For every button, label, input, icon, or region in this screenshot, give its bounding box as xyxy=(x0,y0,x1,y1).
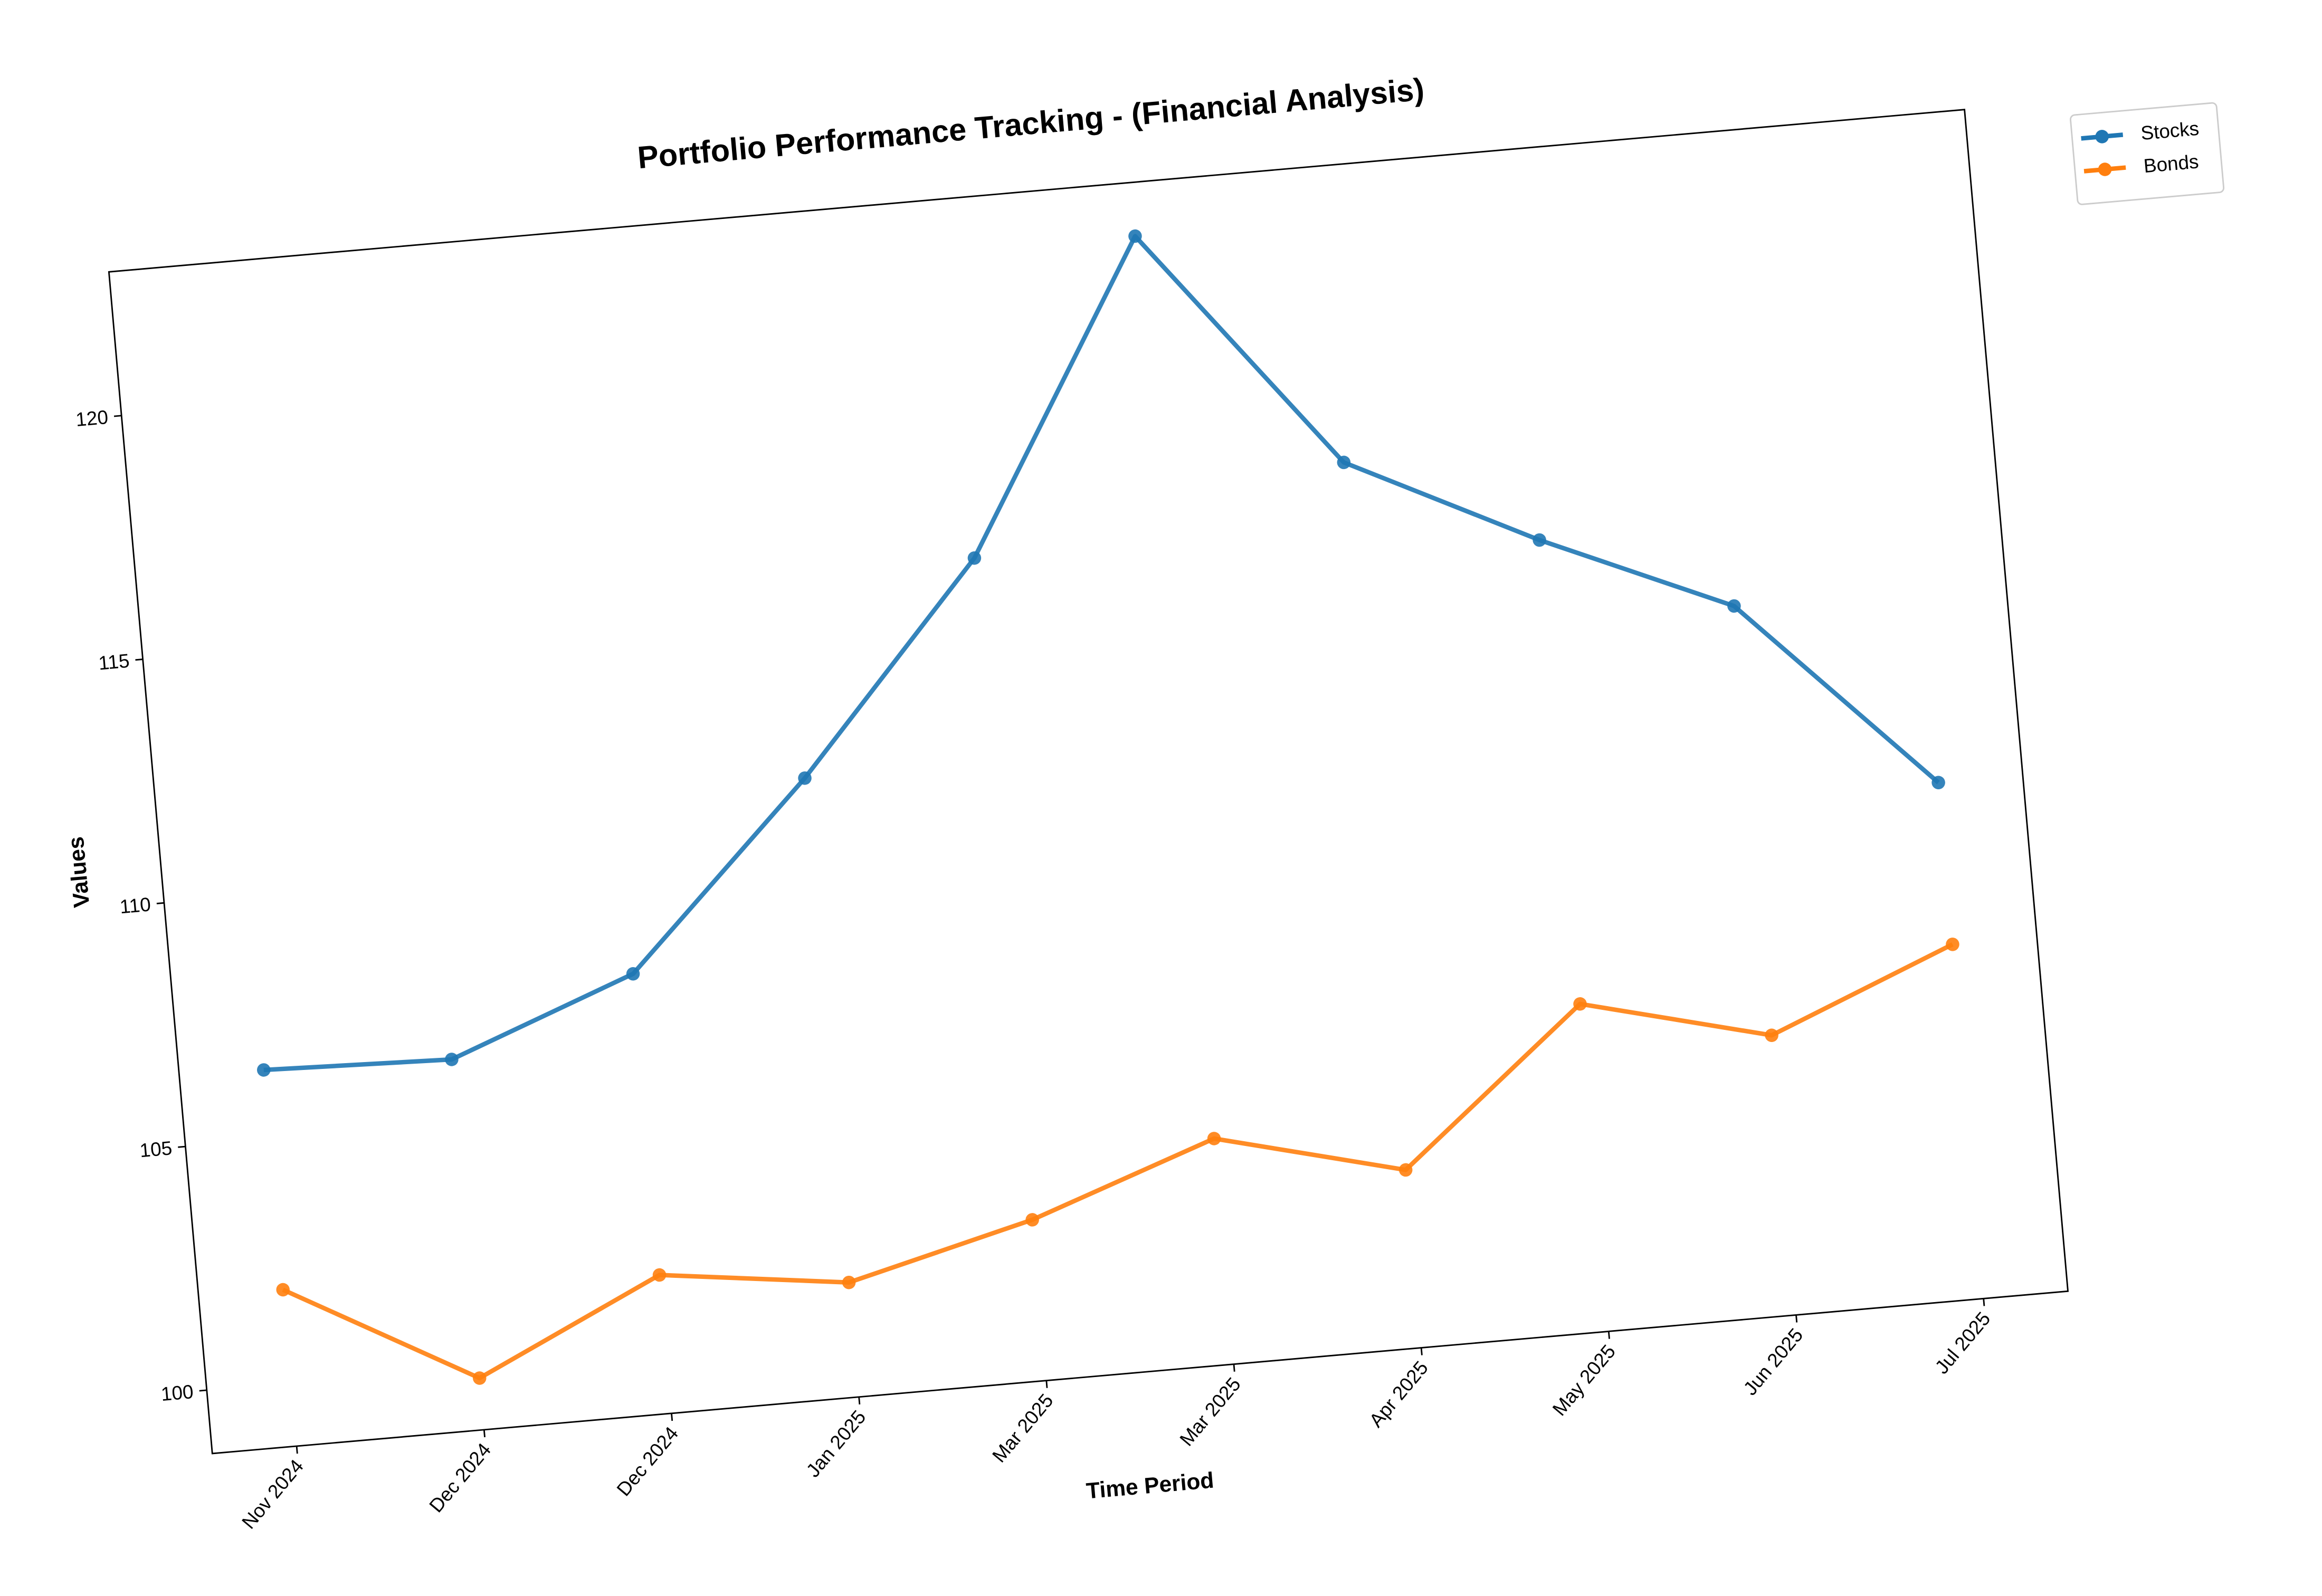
y-tick-label: 100 xyxy=(160,1381,194,1405)
y-axis-label: Values xyxy=(64,836,95,909)
legend-box xyxy=(2070,102,2225,205)
point xyxy=(1931,776,1945,790)
y-tick-label: 115 xyxy=(98,650,130,674)
point xyxy=(967,551,982,565)
point xyxy=(1533,533,1546,547)
point xyxy=(472,1371,487,1385)
point xyxy=(1573,997,1587,1011)
plot-frame xyxy=(108,109,2069,1455)
series-line xyxy=(282,942,1954,1381)
x-tick xyxy=(1045,1380,1048,1388)
point xyxy=(276,1283,290,1297)
legend-label: Bonds xyxy=(2143,150,2200,177)
x-tick xyxy=(1795,1315,1798,1323)
y-tick xyxy=(178,1145,186,1148)
point xyxy=(798,771,812,785)
point xyxy=(1398,1163,1413,1177)
y-tick xyxy=(199,1389,207,1392)
legend-marker xyxy=(2098,163,2112,176)
legend-label: Stocks xyxy=(2140,118,2200,144)
point xyxy=(445,1053,459,1066)
x-tick xyxy=(858,1397,861,1404)
y-tick-label: 110 xyxy=(119,893,151,918)
point xyxy=(1025,1213,1039,1227)
point xyxy=(256,1063,271,1077)
legend-marker xyxy=(2095,130,2109,144)
y-tick-label: 120 xyxy=(75,406,109,431)
point xyxy=(842,1275,856,1289)
point xyxy=(1128,229,1142,243)
x-tick xyxy=(671,1413,673,1421)
point xyxy=(1337,455,1351,470)
point xyxy=(626,967,640,981)
point xyxy=(1727,599,1741,613)
point xyxy=(1946,938,1959,951)
point xyxy=(652,1268,667,1282)
y-tick-label: 105 xyxy=(139,1137,173,1161)
point xyxy=(1765,1028,1778,1043)
series-line xyxy=(263,234,1940,1073)
point xyxy=(1207,1132,1221,1145)
x-tick xyxy=(1420,1347,1423,1355)
